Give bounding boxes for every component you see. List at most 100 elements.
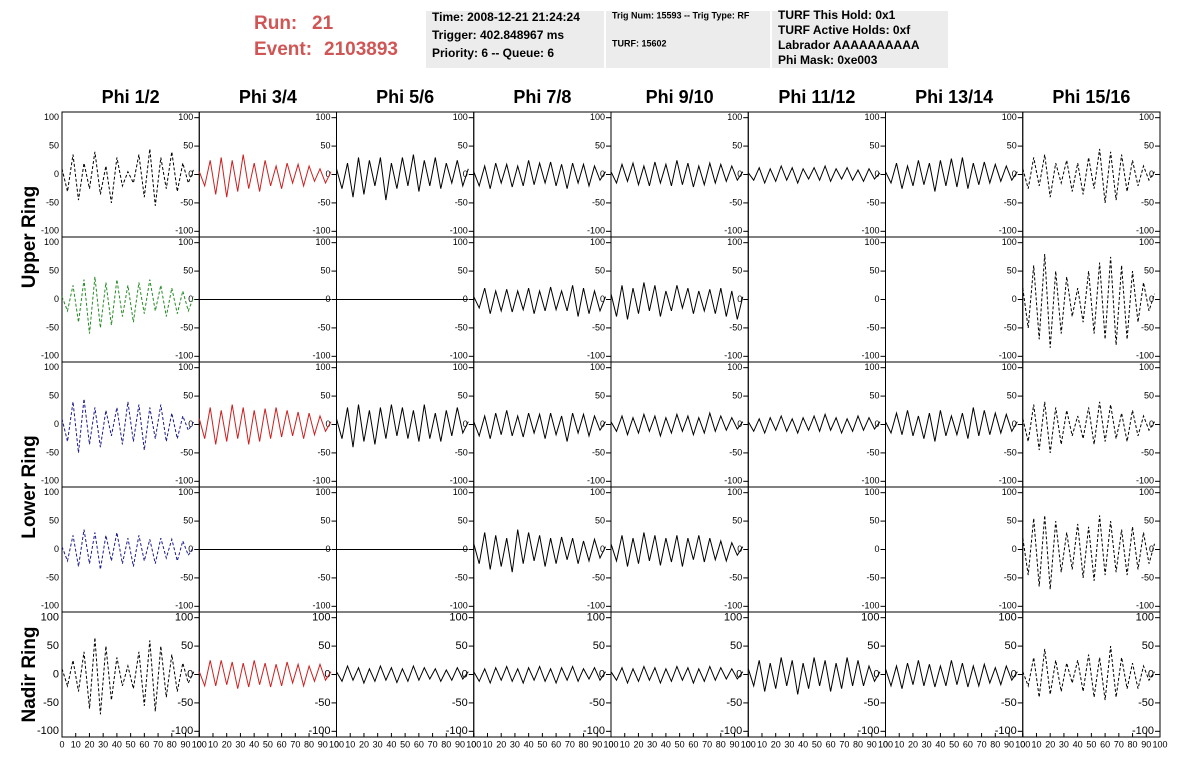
y-tick-label: -50 [452,697,468,709]
y-tick-label: 100 [864,237,879,247]
y-tick-label: 50 [49,515,59,525]
y-tick-label: -100 [999,476,1017,486]
run-number: 21 [312,13,334,34]
y-tick-label: 100 [315,487,330,497]
y-tick-label: 50 [181,640,193,652]
y-tick-label: 50 [595,140,605,150]
x-tick-label: 0 [608,739,613,749]
y-tick-label: 100 [449,612,467,624]
y-tick-label: -100 [587,226,605,236]
x-tick-label: 20 [771,739,781,749]
y-tick-label: 0 [1149,419,1154,429]
x-tick-label: 90 [1004,739,1014,749]
info-line: TURF Active Holds: 0xf [778,23,911,37]
x-tick-label: 90 [318,739,328,749]
x-tick-label: 50 [812,739,822,749]
x-tick-label: 70 [977,739,987,749]
y-tick-label: -50 [46,322,59,332]
y-tick-label: -50 [1001,697,1017,709]
y-tick-label: 100 [178,237,193,247]
ring-label: Lower Ring [19,435,40,538]
y-tick-label: -100 [720,725,742,737]
waveform [747,412,881,435]
x-tick-label: 90 [592,739,602,749]
x-tick-label: 10 [71,739,81,749]
y-tick-label: -100 [312,226,330,236]
y-tick-label: 100 [178,362,193,372]
waveform [198,404,332,445]
panel-frame [747,611,886,738]
panel-frame [610,361,749,488]
y-tick-label: 100 [453,112,468,122]
y-tick-label: 100 [727,112,742,122]
waveform [61,529,195,570]
y-tick-label: -100 [171,725,193,737]
waveform [473,160,606,189]
y-tick-label: -100 [175,601,193,611]
y-tick-label: -100 [37,725,59,737]
y-tick-label: -50 [180,572,193,582]
column-header: Phi 1/2 [102,87,160,107]
y-tick-label: 50 [1142,640,1154,652]
info-box [772,11,948,68]
y-tick-label: 50 [1144,515,1154,525]
info-line: Phi Mask: 0xe003 [778,53,878,67]
y-tick-label: -50 [317,197,330,207]
ring-label: Upper Ring [19,186,40,288]
y-tick-label: -100 [995,725,1017,737]
y-tick-label: -50 [1141,572,1154,582]
event-label: Event: [254,39,312,60]
y-tick-label: 0 [737,419,742,429]
y-tick-label: 0 [873,668,879,680]
waveform [336,404,469,448]
y-tick-label: 50 [458,390,468,400]
x-tick-label: 80 [1128,739,1138,749]
x-tick-label: 40 [386,739,396,749]
y-tick-label: -100 [1132,725,1154,737]
y-tick-label: -100 [999,601,1017,611]
y-tick-label: 100 [590,362,605,372]
x-tick-label: 20 [496,739,506,749]
x-tick-label: 0 [197,739,202,749]
y-tick-label: 0 [463,544,468,554]
panel-frame [1022,361,1161,488]
y-tick-label: -50 [729,197,742,207]
y-tick-label: 0 [188,294,193,304]
waveform [473,285,606,317]
y-tick-label: -50 [592,572,605,582]
x-tick-label: 80 [853,739,863,749]
x-tick-label: 50 [537,739,547,749]
x-tick-label: 70 [565,739,575,749]
y-tick-label: -50 [1004,322,1017,332]
panel-frame [885,236,1024,363]
run-label: Run: [254,13,297,34]
waveform [473,665,606,685]
x-tick-label: 40 [249,739,259,749]
x-tick-label: 60 [1100,739,1110,749]
y-tick-label: -100 [999,351,1017,361]
y-tick-label: 100 [44,487,59,497]
event-number: 2103893 [324,39,398,60]
y-tick-label: -50 [1138,697,1154,709]
x-tick-label: 80 [167,739,177,749]
panel-frame [747,236,886,363]
x-tick-label: 70 [428,739,438,749]
y-tick-label: 100 [724,612,742,624]
y-tick-label: 0 [54,294,59,304]
y-tick-label: -100 [175,351,193,361]
y-tick-label: -100 [450,226,468,236]
waveform [61,276,195,334]
y-tick-label: 50 [1007,265,1017,275]
y-tick-label: -50 [46,447,59,457]
x-tick-label: 60 [551,739,561,749]
panel-frame [61,611,200,738]
y-tick-label: 0 [1012,544,1017,554]
y-tick-label: 50 [593,640,605,652]
x-tick-label: 70 [1114,739,1124,749]
x-tick-label: 60 [826,739,836,749]
x-tick-label: 0 [883,739,888,749]
y-tick-label: -100 [861,601,879,611]
waveform [61,637,195,715]
panel-frame [1022,486,1161,613]
y-tick-label: 100 [861,612,879,624]
